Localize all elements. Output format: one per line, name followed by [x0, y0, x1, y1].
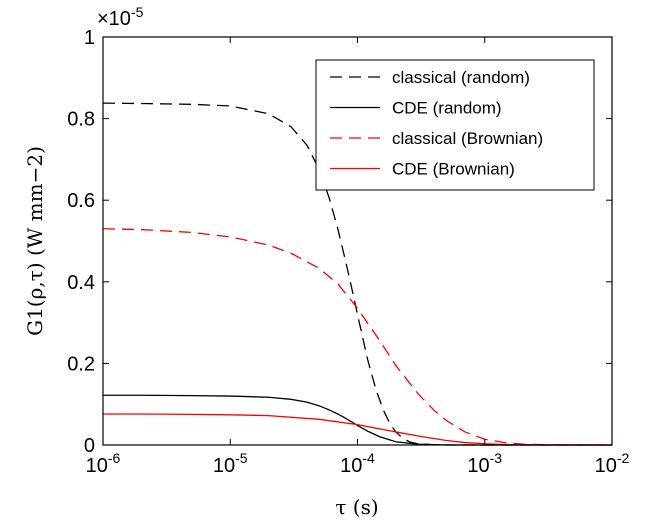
x-tick-label: 10-5 — [213, 450, 248, 477]
series-line-2 — [103, 394, 612, 446]
y-tick-label: 1 — [84, 27, 95, 49]
legend-label-1: classical (random) — [392, 68, 530, 87]
x-axis-title: τ (s) — [335, 495, 378, 519]
x-tick-label: 10-3 — [467, 450, 502, 477]
series-line-3 — [102, 228, 613, 446]
y-tick-label: 0.8 — [67, 109, 95, 131]
legend-label-2: CDE (random) — [392, 99, 502, 118]
legend-label-4: CDE (Brownian) — [392, 160, 515, 179]
x-tick-label: 10-2 — [595, 450, 630, 477]
y-tick-label: 0.6 — [67, 190, 95, 212]
y-multiplier-label: ×10-5 — [97, 4, 144, 30]
x-tick-label: 10-6 — [86, 450, 121, 477]
y-tick-label: 0.4 — [67, 272, 95, 294]
legend-label-3: classical (Brownian) — [392, 129, 543, 148]
y-axis-title: G1(ρ,τ) (W mm−2) — [23, 146, 47, 336]
y-tick-label: 0.2 — [67, 353, 95, 375]
tick-layer: 10-6 10-5 10-4 10-3 10-2 0 0.2 0.4 0.6 0.8 1 — [67, 27, 629, 477]
legend: classical (random) CDE (random) classical … — [315, 59, 595, 191]
x-tick-label: 10-4 — [340, 450, 375, 477]
y-tick-label: 0 — [84, 435, 95, 457]
